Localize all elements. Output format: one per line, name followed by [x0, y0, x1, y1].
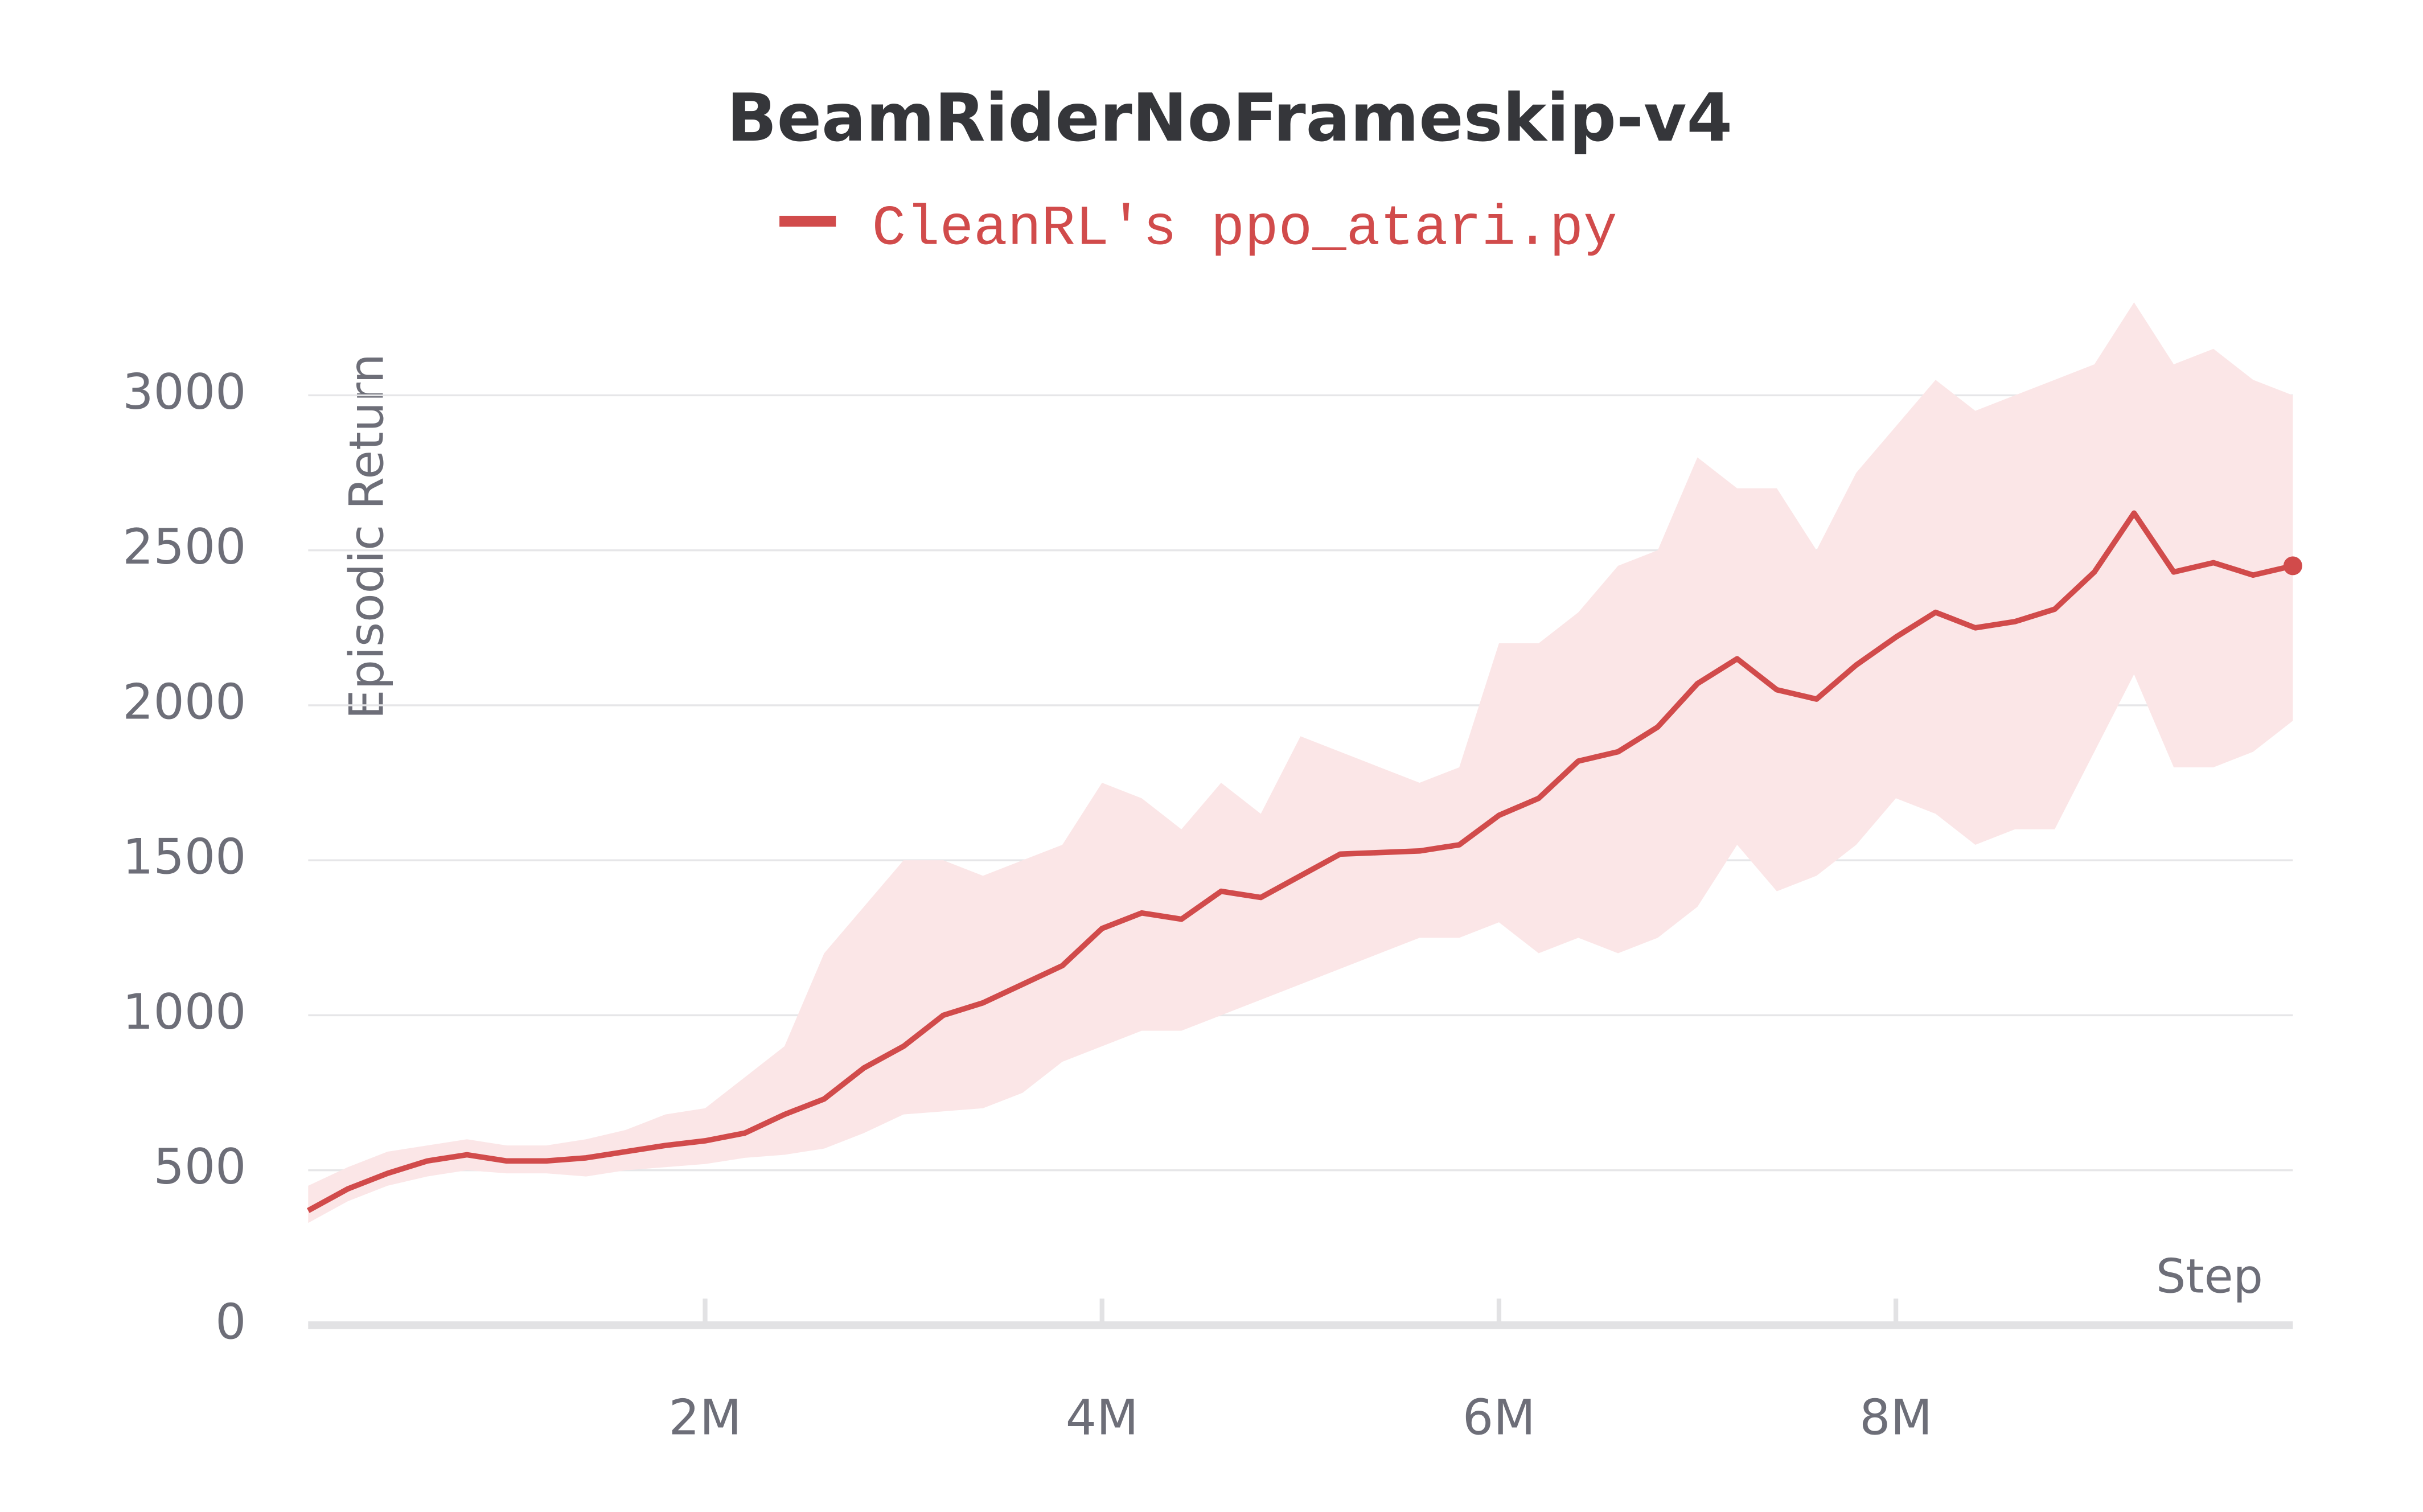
x-tick-label: 2M: [669, 1390, 742, 1446]
y-tick-label: 2000: [122, 674, 246, 730]
band: [308, 302, 2293, 1223]
line: [306, 510, 2294, 1213]
y-tick-label: 1000: [122, 984, 246, 1041]
y-axis-label: Episodic Return: [340, 354, 395, 719]
x-tick-label: 4M: [1066, 1390, 1139, 1446]
end-point: [2283, 556, 2302, 576]
x-tick-label: 6M: [1463, 1390, 1535, 1446]
x-axis-label: Step: [2156, 1250, 2263, 1304]
y-tick-label: 1500: [122, 829, 246, 886]
x-tick-label: 8M: [1859, 1390, 1932, 1446]
chart-title: BeamRiderNoFrameskip-v4: [726, 80, 1732, 157]
y-tick-label: 3000: [122, 364, 246, 421]
legend-label: CleanRL's ppo_atari.py: [872, 197, 1617, 261]
y-tick-label: 2500: [122, 519, 246, 576]
y-tick-label: 0: [215, 1294, 246, 1350]
y-tick-label: 500: [154, 1139, 247, 1195]
